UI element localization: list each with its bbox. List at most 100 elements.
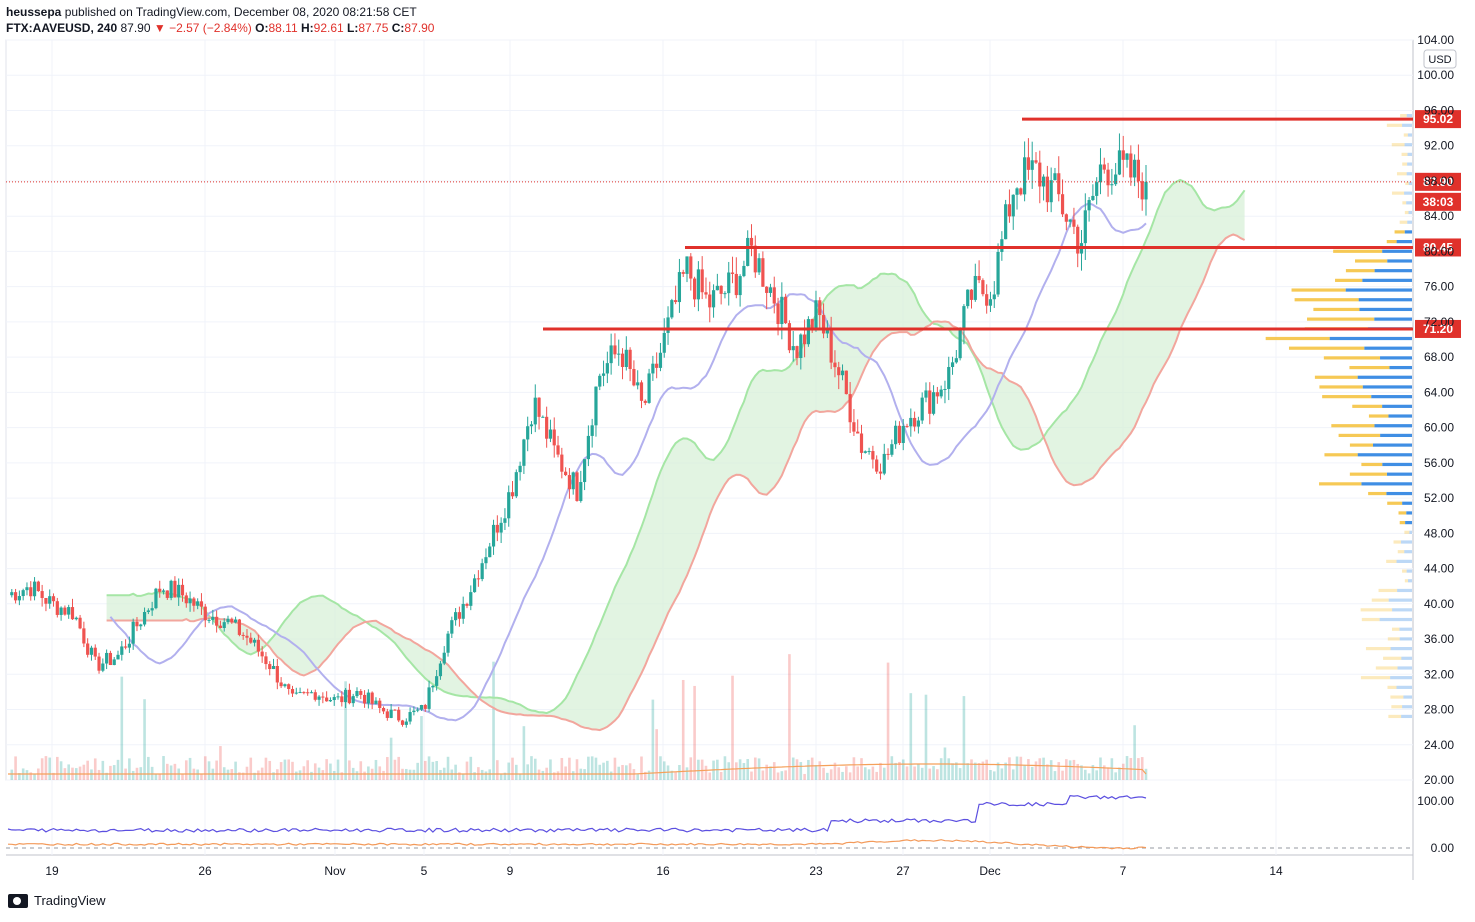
candle-body <box>795 346 799 359</box>
candle-body <box>670 300 674 318</box>
volume-bar <box>40 758 44 780</box>
volume-profile-bar-sell <box>1349 472 1387 476</box>
candle-body <box>416 709 420 711</box>
volume-bar <box>86 760 89 780</box>
volume-bar <box>920 767 924 780</box>
candle-body <box>1091 195 1095 201</box>
volume-profile-bar-buy <box>1364 346 1412 350</box>
volume-bar <box>613 757 617 780</box>
volume-profile-bar-buy <box>1362 385 1412 389</box>
candle-body <box>552 429 556 446</box>
volume-bar <box>909 693 913 780</box>
volume-bar <box>856 766 860 780</box>
volume-bar <box>1084 769 1087 780</box>
candle-body <box>188 598 192 604</box>
volume-profile-bar-buy <box>1404 230 1412 234</box>
volume-bar <box>643 771 647 780</box>
volume-bar <box>625 765 628 780</box>
candle-body <box>734 273 738 296</box>
volume-bar <box>871 766 875 780</box>
candle-body <box>332 697 336 701</box>
volume-profile-bar-sell <box>1397 550 1405 554</box>
candle-body <box>142 612 147 625</box>
candle-body <box>624 349 628 368</box>
volume-profile-bar-buy <box>1402 123 1412 127</box>
candle-body <box>1095 182 1099 196</box>
candle-body <box>44 597 48 604</box>
volume-bar <box>974 762 977 780</box>
volume-profile-bar-sell <box>1404 210 1409 215</box>
volume-bar <box>279 762 283 780</box>
tradingview-logo[interactable]: TradingView <box>8 893 106 908</box>
volume-bar <box>93 758 97 780</box>
candle-body <box>582 459 587 483</box>
volume-bar <box>1015 756 1019 780</box>
axes: 104.00 100.00 96.00 92.00 88.00 84.00 80.00 76.… <box>45 33 1457 878</box>
volume-bar <box>689 757 693 780</box>
candle-body <box>427 687 431 709</box>
candle-body <box>1038 162 1042 187</box>
candle-body <box>389 709 393 718</box>
volume-profile-bar-buy <box>1409 530 1412 534</box>
price-tick-label: 68.00 <box>1424 350 1454 364</box>
candle-body <box>351 696 355 704</box>
volume-profile-bar-sell <box>1319 385 1363 389</box>
candle-body <box>218 625 223 629</box>
currency-badge <box>1423 49 1457 69</box>
volume-profile-bar-sell <box>1313 307 1360 312</box>
volume-bar <box>207 761 211 780</box>
volume-bar <box>101 760 105 780</box>
close-label: C: <box>391 21 405 35</box>
horizontal-levels[interactable]: 95.02 80.45 71.20 87.90 38:03 <box>6 110 1461 338</box>
volume-bar <box>389 737 393 780</box>
volume-profile-bar-sell <box>1331 424 1375 428</box>
volume-bar <box>427 756 431 780</box>
volume-profile-bar-buy <box>1386 491 1412 496</box>
volume-bar <box>329 763 332 780</box>
volume-bar <box>628 763 632 780</box>
volume-bar <box>556 771 560 780</box>
symbol-label[interactable]: FTX:AAVEUSD, 240 <box>6 21 118 35</box>
price-change: ▼ −2.57 (−2.84%) <box>153 21 252 35</box>
candle-body <box>969 289 974 300</box>
candle-body <box>518 465 522 473</box>
time-tick-label: 14 <box>1269 864 1283 878</box>
candle-body <box>25 587 29 591</box>
volume-bar <box>469 756 473 780</box>
candle-body <box>738 276 742 296</box>
volume-bar <box>951 763 954 780</box>
candle-body <box>400 720 405 725</box>
candle-body <box>306 692 310 694</box>
price-tick-label: 72.00 <box>1424 315 1454 329</box>
volume-bar <box>120 676 124 780</box>
volume-bar <box>484 771 488 780</box>
volume-profile <box>1265 114 1412 719</box>
volume-profile-bar-buy <box>1406 569 1412 573</box>
volume-bar <box>499 773 503 780</box>
volume-bar <box>507 762 511 780</box>
volume-profile-bar-sell <box>1371 598 1389 602</box>
level-badge <box>1415 319 1461 338</box>
open-value: 88.11 <box>268 21 298 35</box>
publisher-name[interactable]: heussepa <box>6 5 62 19</box>
candle-body <box>916 420 920 427</box>
volume-profile-bar-sell <box>1360 676 1391 680</box>
candle-body <box>1136 159 1141 182</box>
senkou-span-b-line <box>106 233 1246 732</box>
candle-body <box>378 700 382 708</box>
candle-body <box>958 329 962 359</box>
high-label: H: <box>300 21 314 35</box>
candle-body <box>840 370 845 376</box>
volume-bar <box>1091 765 1095 780</box>
volume-profile-bar-sell <box>1265 336 1330 341</box>
candle-body <box>503 518 507 523</box>
countdown-label: 38:03 <box>1423 195 1454 209</box>
volume-bar <box>807 759 810 780</box>
candle-body <box>913 417 917 427</box>
candle-body <box>298 692 302 694</box>
candle-body <box>575 472 579 501</box>
volume-bar <box>818 761 822 780</box>
candle-body <box>264 656 268 665</box>
volume-bar <box>863 767 867 780</box>
